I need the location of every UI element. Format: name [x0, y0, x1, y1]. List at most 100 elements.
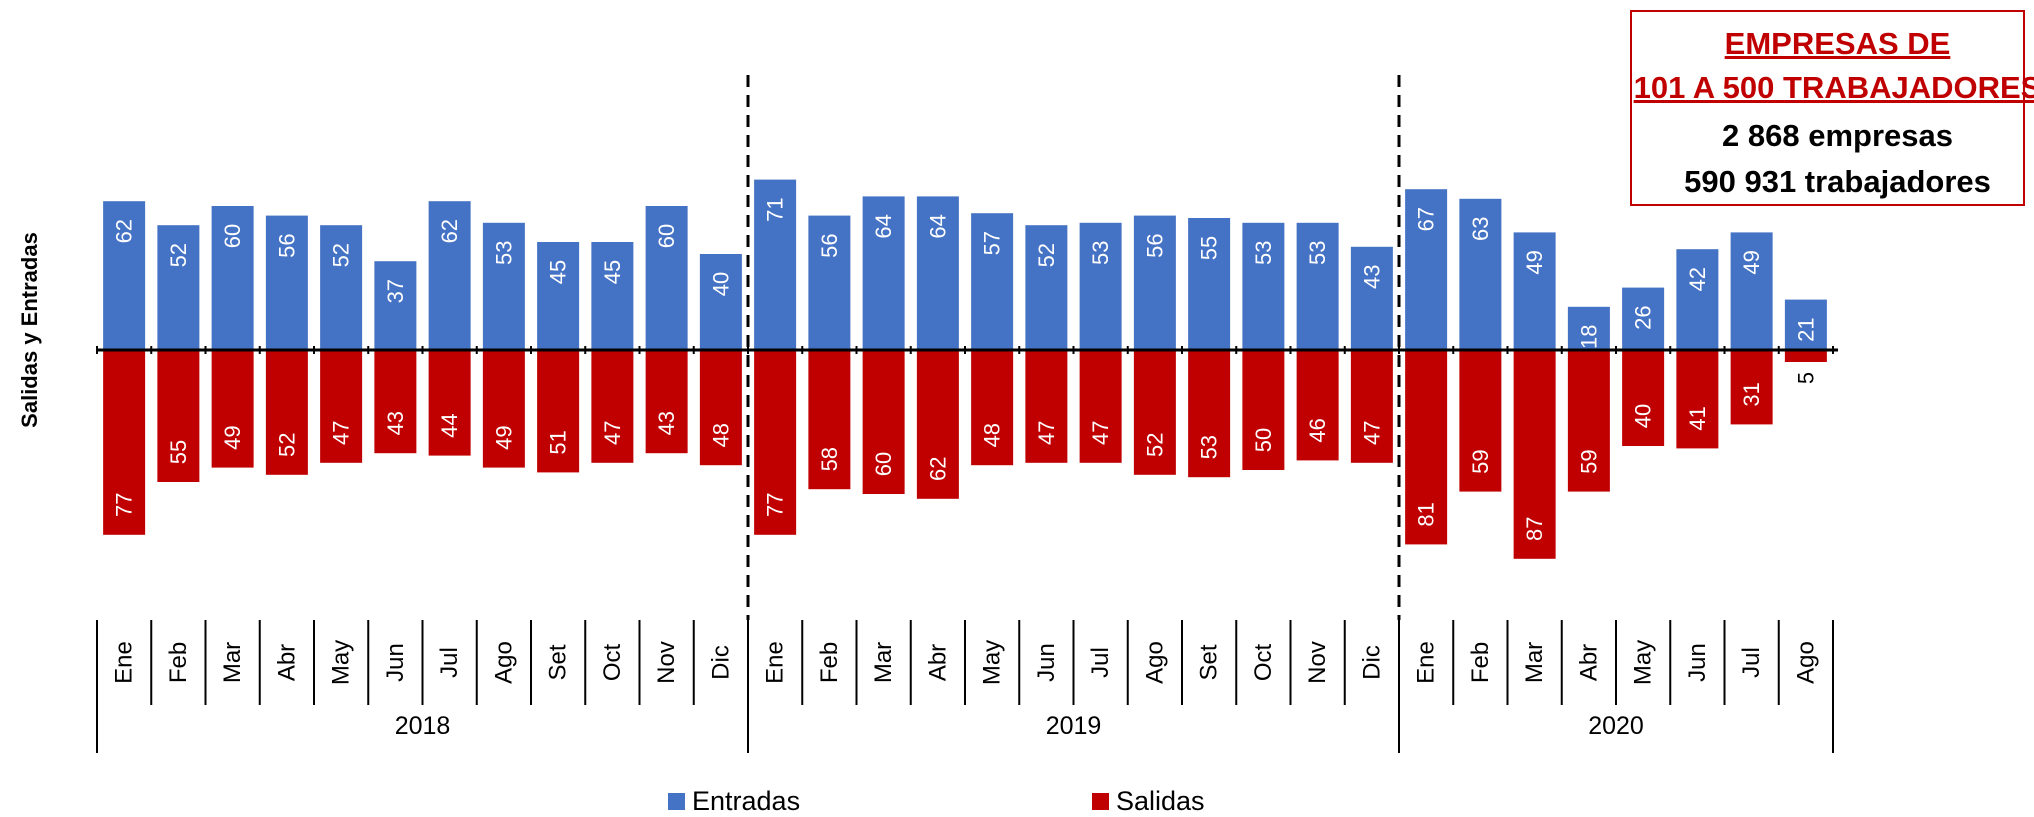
data-label-entradas: 56 — [817, 233, 842, 257]
x-tick-label: Dic — [707, 645, 734, 680]
bar-entradas — [1188, 218, 1231, 350]
info-worker-count: 590 931 trabajadores — [1684, 164, 1991, 199]
data-label-entradas: 52 — [166, 243, 191, 267]
legend-label-entradas: Entradas — [692, 786, 801, 816]
bar-entradas — [591, 242, 634, 350]
x-tick-label: Jul — [436, 647, 463, 678]
year-label: 2020 — [1588, 712, 1644, 740]
data-label-salidas: 49 — [491, 425, 516, 449]
bar-entradas — [1405, 189, 1448, 350]
legend-salidas: Salidas — [1092, 786, 1205, 817]
bar-salidas — [1784, 350, 1827, 362]
data-label-entradas: 52 — [329, 243, 354, 267]
data-label-salidas: 43 — [383, 411, 408, 435]
x-tick-label: Feb — [1467, 642, 1494, 683]
data-label-entradas: 45 — [600, 260, 625, 284]
data-label-salidas: 49 — [220, 425, 245, 449]
bar-salidas — [699, 350, 742, 466]
data-label-entradas: 62 — [437, 219, 462, 243]
data-label-entradas: 64 — [925, 214, 950, 238]
bar-salidas — [862, 350, 905, 494]
data-label-salidas: 50 — [1251, 428, 1276, 452]
bar-salidas — [157, 350, 200, 482]
data-label-entradas: 40 — [708, 272, 733, 296]
data-label-salidas: 47 — [329, 421, 354, 445]
data-label-entradas: 49 — [1739, 250, 1764, 274]
bar-salidas — [537, 350, 580, 473]
data-label-salidas: 55 — [166, 440, 191, 464]
bar-salidas — [211, 350, 254, 468]
info-title-line1: EMPRESAS DE — [1724, 26, 1951, 61]
data-label-salidas: 53 — [1197, 435, 1222, 459]
bar-salidas — [1405, 350, 1448, 545]
bar-salidas — [265, 350, 308, 475]
bar-entradas — [699, 254, 742, 350]
x-tick-label: Ene — [111, 641, 138, 684]
bar-entradas — [537, 242, 580, 350]
bar-entradas — [1025, 225, 1068, 350]
x-tick-label: Mar — [870, 642, 897, 683]
data-label-salidas: 41 — [1685, 406, 1710, 430]
data-label-entradas: 37 — [383, 279, 408, 303]
x-tick-label: May — [328, 640, 355, 685]
legend-swatch-salidas — [1092, 793, 1109, 810]
data-label-salidas: 52 — [274, 433, 299, 457]
x-tick-label: Jun — [1033, 643, 1060, 682]
x-tick-label: Ago — [1141, 641, 1168, 684]
data-label-salidas: 52 — [1142, 433, 1167, 457]
bar-salidas — [1296, 350, 1339, 461]
data-label-entradas: 60 — [220, 224, 245, 248]
data-label-entradas: 53 — [491, 241, 516, 265]
bar-entradas — [1730, 232, 1773, 350]
bar-salidas — [754, 350, 797, 535]
x-tick-label: Abr — [1575, 644, 1602, 681]
x-tick-label: Oct — [1250, 644, 1277, 682]
info-box: EMPRESAS DE 101 A 500 TRABAJADORES 2 868… — [1630, 10, 2034, 206]
data-label-salidas: 46 — [1305, 418, 1330, 442]
x-tick-label: Abr — [924, 644, 951, 681]
info-company-count: 2 868 empresas — [1722, 118, 1953, 153]
data-label-entradas: 53 — [1251, 241, 1276, 265]
data-label-salidas: 81 — [1414, 502, 1439, 526]
bar-entradas — [374, 261, 417, 350]
bar-entradas — [265, 215, 308, 350]
data-label-entradas: 53 — [1305, 241, 1330, 265]
bar-entradas — [1459, 198, 1502, 350]
data-label-entradas: 55 — [1197, 236, 1222, 260]
year-label: 2018 — [395, 712, 451, 740]
data-label-salidas: 44 — [437, 413, 462, 437]
data-label-entradas: 67 — [1414, 207, 1439, 231]
bar-salidas — [916, 350, 959, 499]
x-tick-label: Set — [1196, 644, 1223, 680]
data-label-salidas: 31 — [1739, 382, 1764, 406]
bar-salidas — [1567, 350, 1610, 492]
x-tick-label: Ago — [490, 641, 517, 684]
x-tick-label: Set — [545, 644, 572, 680]
bar-salidas — [1025, 350, 1068, 463]
bar-entradas — [862, 196, 905, 350]
data-label-salidas: 40 — [1631, 404, 1656, 428]
data-label-entradas: 56 — [1142, 233, 1167, 257]
bar-salidas — [320, 350, 363, 463]
x-tick-label: Oct — [599, 644, 626, 682]
x-tick-label: Dic — [1358, 645, 1385, 680]
x-tick-label: Mar — [219, 642, 246, 683]
data-label-entradas: 71 — [763, 197, 788, 221]
legend-label-salidas: Salidas — [1116, 786, 1205, 816]
data-label-entradas: 42 — [1685, 267, 1710, 291]
x-tick-label: Jun — [1684, 643, 1711, 682]
data-label-salidas: 59 — [1468, 449, 1493, 473]
bar-salidas — [374, 350, 417, 454]
bar-entradas — [645, 206, 688, 350]
data-label-salidas: 62 — [925, 457, 950, 481]
bar-salidas — [428, 350, 471, 456]
data-label-salidas: 59 — [1576, 449, 1601, 473]
bar-salidas — [1133, 350, 1176, 475]
bar-salidas — [1622, 350, 1665, 446]
data-label-salidas: 47 — [1359, 421, 1384, 445]
year-label: 2019 — [1046, 712, 1102, 740]
x-tick-label: Jul — [1087, 647, 1114, 678]
bar-entradas — [808, 215, 851, 350]
x-tick-label: Ene — [1413, 641, 1440, 684]
